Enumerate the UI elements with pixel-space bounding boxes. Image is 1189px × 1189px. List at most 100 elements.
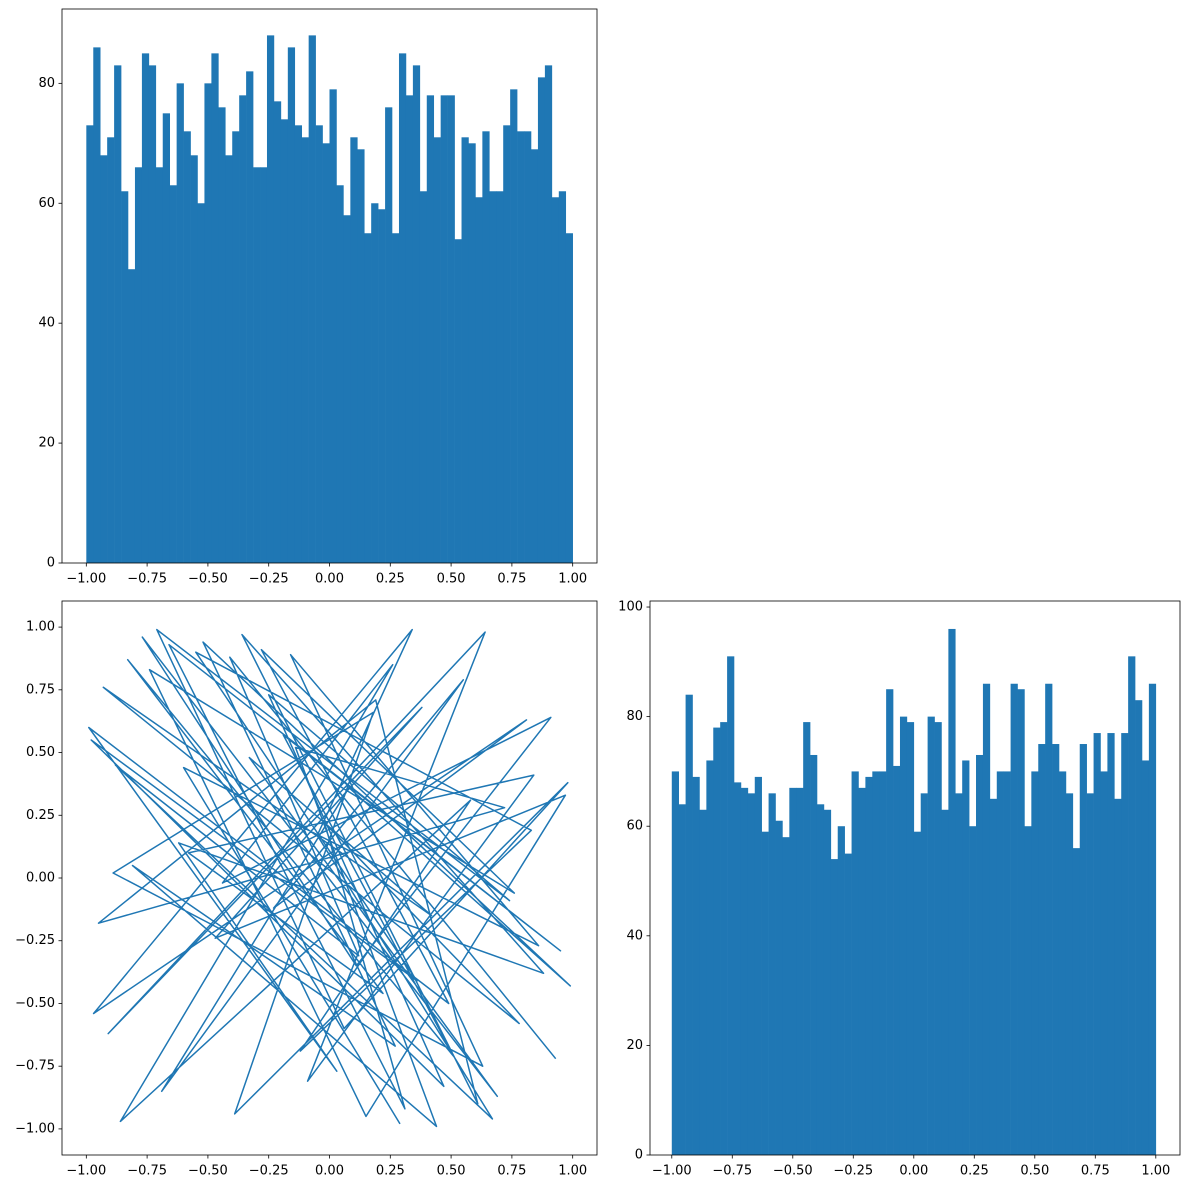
y-tick-label: 60 [626, 819, 643, 834]
histogram-bar [329, 89, 337, 564]
histogram-bar [531, 149, 539, 563]
histogram-bar [86, 125, 94, 564]
histogram-bar [114, 65, 122, 563]
histogram-bar [461, 137, 469, 563]
histogram-bar [934, 722, 942, 1155]
x-tick-label: −0.25 [249, 572, 289, 587]
y-tick-label: 20 [626, 1038, 643, 1053]
histogram-bar [127, 269, 136, 563]
x-tick-label: −0.75 [127, 1164, 167, 1179]
y-tick-label: 80 [38, 76, 55, 91]
histogram-bar [837, 826, 845, 1155]
y-tick-label: 100 [618, 600, 643, 615]
histogram-bar [398, 53, 407, 563]
histogram-bar [183, 131, 191, 563]
histogram-bar [1128, 656, 1136, 1155]
x-tick-label: −1.00 [66, 572, 106, 587]
histogram-bar [1017, 689, 1025, 1155]
histogram-bar [503, 125, 511, 564]
histogram-bar [727, 656, 735, 1155]
histogram-bar [93, 47, 101, 563]
histogram-bar [246, 71, 254, 563]
histogram-bar [830, 859, 839, 1155]
histogram-bar [273, 101, 282, 563]
histogram-bar [740, 787, 749, 1155]
histogram-bar [100, 155, 108, 563]
histogram-bar [699, 809, 707, 1155]
histogram-bar [1135, 700, 1143, 1155]
histogram-bar [1038, 744, 1046, 1155]
histogram-bar [782, 837, 790, 1155]
histogram-bar [134, 167, 143, 564]
y-tick-label: 40 [38, 316, 55, 331]
histogram-bar [775, 820, 783, 1155]
histogram-bar [482, 131, 490, 563]
histogram-bar [392, 233, 400, 563]
histogram-bar [948, 628, 956, 1155]
x-tick-label: 0.50 [1020, 1164, 1049, 1179]
histogram-bar [169, 185, 177, 564]
x-tick-label: 0.75 [1081, 1164, 1110, 1179]
histogram-bar [747, 793, 756, 1155]
histogram-bar [1107, 733, 1115, 1155]
histogram-bar [913, 831, 922, 1155]
histogram-bar [148, 65, 157, 563]
histogram-bar [468, 143, 476, 563]
histogram-bar [280, 119, 289, 563]
histogram-bar [558, 191, 567, 563]
axes-frame [649, 600, 1181, 1156]
x-tick-label: 0.00 [899, 1164, 928, 1179]
histogram-bar [720, 722, 728, 1155]
x-tick-label: −0.75 [127, 572, 167, 587]
histogram-bar [454, 239, 462, 563]
histogram-bar [927, 716, 935, 1155]
x-tick-label: 0.00 [315, 1164, 344, 1179]
histogram-bar [941, 809, 949, 1155]
y-tick-label: 0.50 [26, 745, 55, 760]
histogram-bar [322, 143, 330, 563]
histogram-bar [475, 197, 483, 563]
y-tick-label: 20 [38, 436, 55, 451]
y-tick-label: 80 [626, 709, 643, 724]
histogram-bar [218, 107, 226, 563]
histogram-bar [969, 826, 977, 1155]
histogram-bar [544, 65, 553, 563]
histogram-bar [371, 203, 379, 563]
histogram-bar [761, 831, 769, 1155]
histogram-bar [426, 95, 435, 564]
x-tick-label: 1.00 [558, 1164, 587, 1179]
histogram-bar [447, 95, 455, 564]
histogram-bar [1010, 683, 1018, 1155]
x-tick-label: −0.50 [773, 1164, 813, 1179]
histogram-bar [1148, 683, 1157, 1155]
histogram-bar [955, 793, 963, 1155]
x-tick-label: −1.00 [652, 1164, 692, 1179]
histogram-bar [496, 191, 504, 563]
histogram-bar [1045, 683, 1053, 1155]
histogram-bar [294, 125, 303, 564]
histogram-bar [537, 77, 546, 563]
histogram-bar [1079, 744, 1087, 1155]
histogram-bar [872, 771, 880, 1155]
x-tick-label: 0.75 [497, 572, 526, 587]
histogram-bar [162, 113, 171, 563]
x-tick-label: 0.00 [315, 572, 344, 587]
histogram-bar [211, 53, 219, 563]
histogram-bar [1024, 826, 1032, 1155]
histogram-bar [190, 155, 198, 563]
y-tick-label: −0.25 [15, 933, 55, 948]
histogram-bar [1058, 771, 1067, 1155]
histogram-bar [489, 191, 497, 563]
axes-frame [61, 600, 598, 1156]
histogram-bar [565, 233, 573, 563]
histogram-bar [816, 804, 825, 1155]
histogram-bar [350, 137, 358, 563]
histogram-bar [385, 107, 393, 563]
histogram-bar [962, 760, 970, 1155]
y-tick-label: 1.00 [26, 620, 55, 635]
x-tick-label: 0.25 [376, 1164, 405, 1179]
histogram-bar [989, 798, 998, 1155]
histogram-bar [176, 83, 184, 564]
x-tick-label: −0.75 [712, 1164, 752, 1179]
